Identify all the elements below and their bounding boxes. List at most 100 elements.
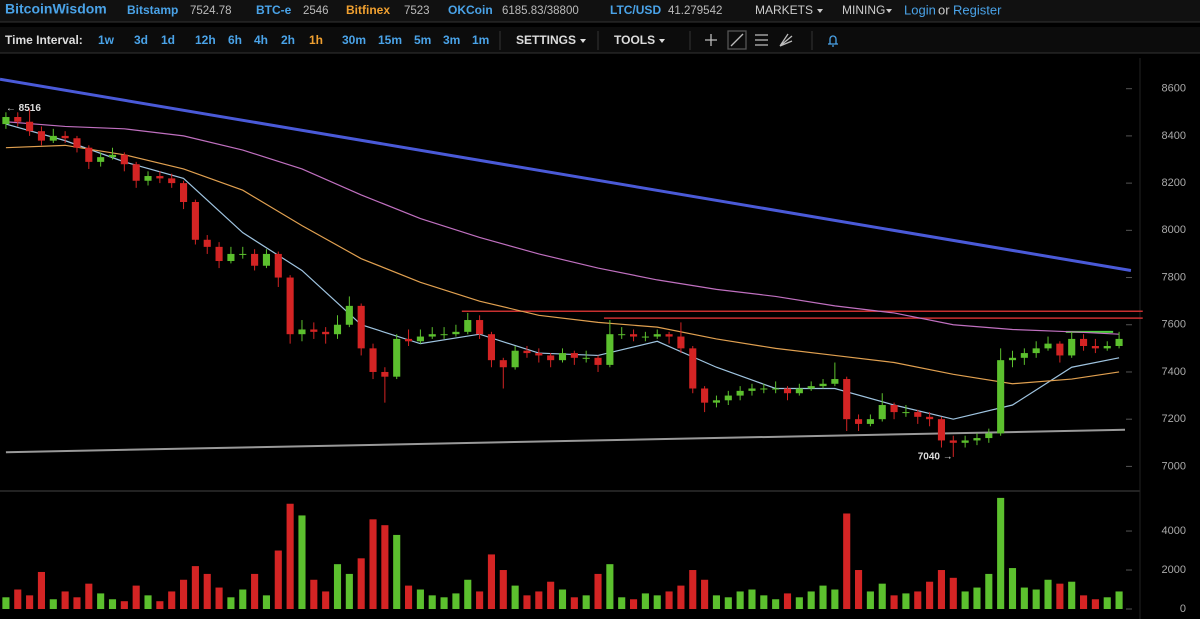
volume-bar [49,599,57,609]
volume-bar [570,597,578,609]
volume-bar [499,570,507,609]
candle-body [949,440,957,443]
interval[interactable]: 30m [342,33,366,47]
candle-body [724,395,732,401]
candle-body [286,277,294,335]
interval[interactable]: 4h [254,33,268,47]
interval[interactable]: 5m [414,33,431,47]
candle-body [298,329,306,335]
volume-bar [97,593,105,609]
interval[interactable]: 2h [281,33,295,47]
dropdown-arrow [817,9,823,13]
volume-bar [108,599,117,609]
plot: 7000 7200 7400 7600 7800 8000 8200 8400 8600 0 200… [0,77,1186,615]
volume-bar [73,597,81,609]
ticker-name[interactable]: BTC-e [256,3,292,17]
interval[interactable]: 1d [161,33,175,47]
volume-bar [251,573,259,609]
candle-body [49,135,57,141]
interval[interactable]: 12h [195,33,216,47]
settings-menu[interactable]: SETTINGS [516,33,576,47]
fan-tool[interactable] [779,33,793,47]
interval[interactable]: 3d [134,33,148,47]
volume-bar [582,595,590,609]
volume-bar [393,534,401,609]
register-link[interactable]: Register [953,2,1002,17]
hline-tool[interactable] [755,34,768,46]
volume-bar [180,579,188,609]
volume-bar [1068,581,1076,609]
menu[interactable]: MINING [842,3,885,17]
volume-bar [369,519,377,609]
interval[interactable]: 6h [228,33,242,47]
crosshair-tool[interactable] [705,34,717,46]
candle-body [558,353,567,361]
candle-body [227,253,235,262]
volume-bar [712,595,720,609]
brand[interactable]: BitcoinWisdom [5,1,107,17]
volume-bar [535,591,543,609]
moving-average [5,121,1120,335]
volume-bar [132,585,140,609]
y-tick-label: 7400 [1162,366,1186,378]
volume-bar [795,597,803,609]
y-tick-label: 7600 [1162,319,1186,331]
volume-bar [878,583,886,609]
volume-bar [333,564,342,609]
volume-bar [653,595,661,609]
dropdown-arrow [659,39,665,43]
interval[interactable]: 1w [98,33,115,47]
volume-bar [890,595,898,609]
alert-tool[interactable] [828,35,838,47]
menu[interactable]: MARKETS [755,3,813,17]
candle-body [440,334,448,336]
ticker-name[interactable]: OKCoin [448,3,493,17]
volume-bar [310,579,318,609]
candle-body [890,405,898,413]
candle-body [653,334,661,337]
candle-body [914,412,922,417]
candle-body [1008,357,1017,361]
candle-body [701,388,709,403]
dropdown-arrow [580,39,586,43]
volume-bar [239,589,247,609]
tools-menu[interactable]: TOOLS [614,33,655,47]
volume-bar [997,497,1005,609]
volume-bar [85,583,93,609]
y-tick-label: 8000 [1162,224,1186,236]
volume-bar [511,585,519,609]
volume-bar [1056,583,1064,609]
volume-bar [961,591,969,609]
candle-body [97,157,105,162]
y-tick-label: 7000 [1162,460,1186,472]
toolbar-bar [0,27,1200,53]
volume-bar [322,591,330,609]
volume-bar [476,591,484,609]
ticker-name[interactable]: Bitfinex [346,3,390,17]
login-link[interactable]: Login [904,2,936,17]
candle-body [37,131,45,141]
candle-body [831,379,839,384]
volume-bar [156,601,164,609]
volume-bar [428,595,436,609]
line-tool[interactable] [730,33,744,47]
candle-body [748,388,756,391]
candle-body [641,336,649,338]
interval[interactable]: 1m [472,33,489,47]
ticker-name[interactable]: LTC/USD [610,3,661,17]
header-bar [0,0,1200,22]
volume-bar [594,573,602,609]
volume-bar [926,581,934,609]
candle-body [1068,338,1076,356]
ticker-price: 6185.83/38800 [502,5,579,17]
candle-body [606,334,614,365]
y-tick-label: 7800 [1162,271,1186,283]
ticker-name[interactable]: Bitstamp [127,3,178,17]
volume-bar [937,570,945,609]
interval[interactable]: 3m [443,33,460,47]
interval[interactable]: 1h [309,33,323,47]
volume-bar [120,601,128,609]
candle-body [1115,338,1123,346]
volume-bar [14,589,22,609]
interval[interactable]: 15m [378,33,402,47]
